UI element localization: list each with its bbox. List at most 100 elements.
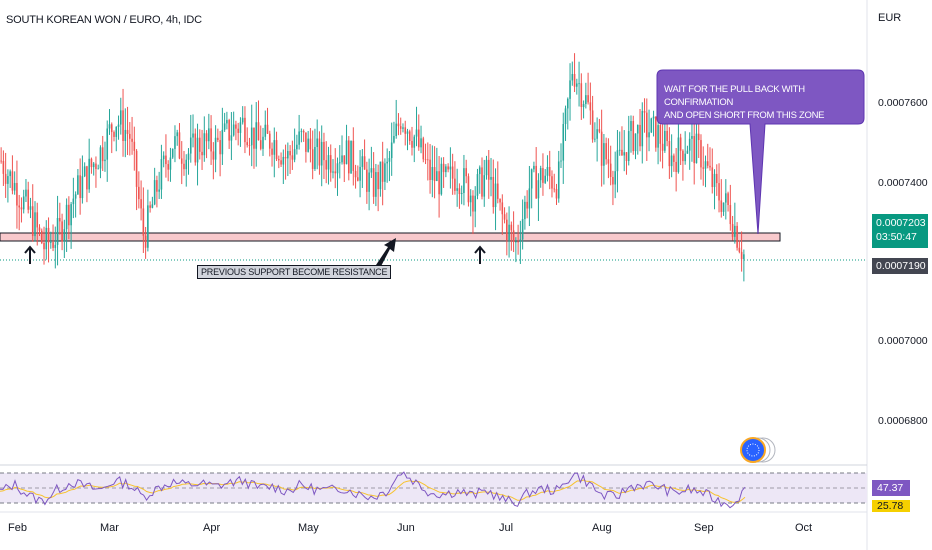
candle-body bbox=[413, 136, 416, 148]
candle-body bbox=[618, 149, 621, 151]
candle-body bbox=[544, 175, 547, 183]
up-arrow-icon bbox=[474, 245, 486, 264]
candle-body bbox=[535, 165, 537, 199]
candle-body bbox=[652, 116, 655, 119]
candle-body bbox=[634, 133, 637, 152]
callout-bubble[interactable] bbox=[656, 69, 865, 235]
candle-body bbox=[715, 173, 718, 184]
x-tick-label: Oct bbox=[795, 522, 813, 534]
candle-body bbox=[25, 189, 27, 197]
candle-body bbox=[460, 192, 463, 195]
candle-body bbox=[338, 162, 341, 164]
candle-body bbox=[677, 137, 680, 173]
candle-body bbox=[334, 171, 337, 174]
candle-body bbox=[666, 130, 668, 142]
candle-body bbox=[255, 122, 258, 149]
candle-body bbox=[244, 117, 246, 143]
candle-body bbox=[336, 163, 339, 174]
candle-body bbox=[494, 183, 497, 208]
candle-body bbox=[291, 155, 294, 160]
candle-body bbox=[451, 166, 454, 179]
resistance-zone[interactable] bbox=[0, 232, 781, 242]
candle-body bbox=[124, 129, 127, 141]
candle-body bbox=[352, 140, 355, 171]
candle-body bbox=[16, 182, 18, 206]
candle-body bbox=[300, 130, 303, 132]
candle-body bbox=[221, 129, 224, 155]
candle-body bbox=[648, 132, 650, 138]
candle-body bbox=[411, 140, 413, 148]
candle-body bbox=[176, 132, 179, 137]
candle-body bbox=[422, 138, 425, 160]
candle-body bbox=[198, 137, 201, 152]
candle-body bbox=[275, 140, 278, 160]
candle-body bbox=[627, 131, 630, 161]
candle-body bbox=[612, 177, 614, 185]
candle-body bbox=[478, 167, 481, 175]
candle-body bbox=[605, 143, 607, 160]
candle-body bbox=[169, 157, 172, 170]
candle-body bbox=[639, 124, 641, 147]
annotation-label[interactable]: PREVIOUS SUPPORT BECOME RESISTANCE bbox=[197, 265, 392, 279]
candle-body bbox=[246, 142, 249, 146]
candle-body bbox=[359, 166, 361, 181]
candle-body bbox=[302, 130, 305, 133]
candle-body bbox=[697, 133, 700, 141]
candle-body bbox=[144, 235, 147, 248]
candle-body bbox=[481, 167, 483, 197]
candle-body bbox=[600, 131, 603, 166]
candle-body bbox=[503, 214, 506, 220]
candle-body bbox=[4, 173, 7, 184]
candle-body bbox=[68, 204, 70, 226]
candle-body bbox=[424, 159, 427, 161]
candle-body bbox=[709, 165, 711, 168]
candle-body bbox=[110, 124, 113, 133]
candle-body bbox=[38, 227, 41, 231]
candle-body bbox=[138, 186, 140, 200]
pointer-arrow-icon bbox=[372, 238, 396, 272]
candle-body bbox=[162, 155, 165, 160]
candle-body bbox=[693, 136, 696, 164]
candle-body bbox=[296, 144, 298, 150]
candle-body bbox=[688, 138, 691, 151]
candle-body bbox=[36, 212, 39, 228]
candle-body bbox=[63, 229, 66, 242]
candle-body bbox=[580, 83, 583, 108]
y-tick-label: 0.0007600 bbox=[878, 97, 928, 109]
candle-body bbox=[70, 204, 72, 226]
candle-body bbox=[381, 161, 384, 182]
candle-body bbox=[311, 149, 314, 169]
candle-body bbox=[438, 171, 440, 195]
candle-body bbox=[725, 193, 727, 203]
candle-body bbox=[271, 148, 273, 155]
candle-body bbox=[341, 155, 343, 163]
candle-body bbox=[609, 163, 612, 178]
candle-body bbox=[210, 128, 212, 152]
candle-body bbox=[273, 140, 276, 155]
candle-body bbox=[607, 159, 610, 164]
candle-body bbox=[427, 159, 429, 161]
candle-body bbox=[472, 195, 474, 212]
candle-body bbox=[178, 132, 181, 159]
candle-body bbox=[508, 224, 510, 241]
candle-body bbox=[167, 164, 169, 170]
candle-body bbox=[309, 138, 312, 150]
candle-body bbox=[316, 138, 318, 148]
x-tick-label: Aug bbox=[592, 522, 612, 534]
candle-body bbox=[113, 132, 115, 137]
candle-body bbox=[363, 156, 366, 170]
candle-body bbox=[643, 111, 646, 113]
chart-title: SOUTH KOREAN WON / EURO, 4h, IDC bbox=[6, 14, 202, 26]
candle-body bbox=[47, 227, 50, 243]
candle-body bbox=[596, 129, 598, 139]
candle-body bbox=[219, 140, 221, 155]
candle-body bbox=[142, 208, 145, 236]
candle-body bbox=[384, 163, 386, 182]
candle-body bbox=[548, 166, 551, 177]
candle-body bbox=[293, 149, 296, 160]
candle-body bbox=[2, 160, 5, 174]
candle-body bbox=[135, 150, 138, 187]
candle-body bbox=[440, 163, 443, 195]
candle-body bbox=[45, 227, 48, 250]
